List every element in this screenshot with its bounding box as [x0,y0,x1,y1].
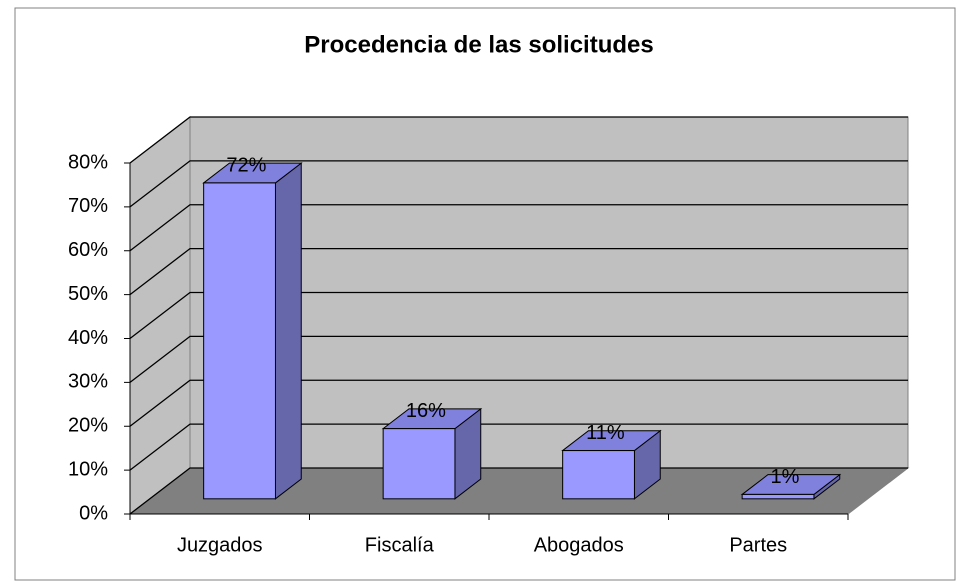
y-tick-label: 80% [68,151,108,173]
grid-line [129,204,908,252]
bar [562,450,635,500]
x-tick-label: Juzgados [177,534,263,556]
chart-title: Procedencia de las solicitudes [304,31,653,58]
y-tick-label: 60% [68,239,108,261]
y-tick-label: 20% [68,415,108,437]
y-tick-label: 40% [68,327,108,349]
value-label: 11% [586,422,625,444]
y-tick-label: 30% [68,371,108,393]
x-tick-label: Abogados [534,534,624,556]
grid-line [129,291,908,340]
x-tick-label: Partes [729,534,787,556]
x-tick-label: Fiscalía [365,534,435,556]
grid-line [129,247,908,296]
grid-line [129,423,908,471]
y-tick-label: 0% [79,502,108,524]
value-label: 16% [406,400,446,422]
y-tick-label: 70% [68,195,108,217]
bar-side [274,162,302,500]
grid-line [129,379,908,427]
grid-line [129,467,908,515]
y-tick-label: 50% [68,283,108,305]
y-tick-label: 10% [68,458,108,480]
grid-line [129,335,908,383]
bar [382,428,456,500]
grid-line [129,160,908,208]
grid-line [129,116,908,164]
value-label: 1% [770,466,799,488]
bar [203,182,276,500]
value-label: 72% [226,154,266,176]
bar [741,493,815,500]
